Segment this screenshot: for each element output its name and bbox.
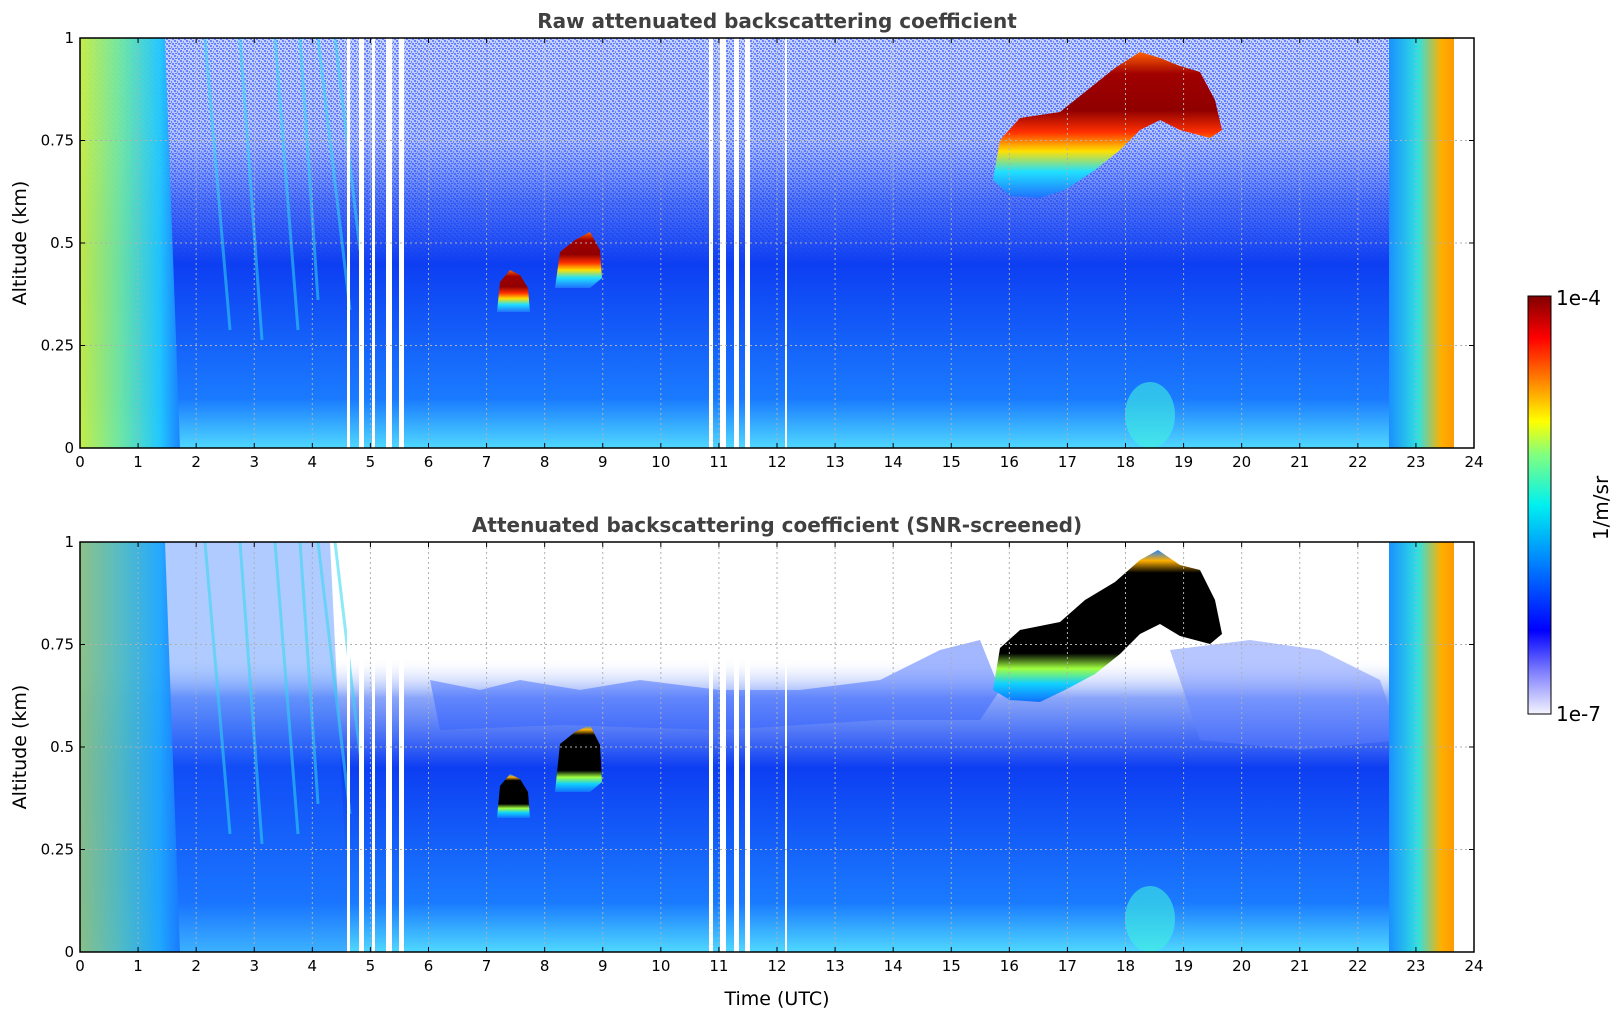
y-tick-label: 0.25: [41, 841, 74, 859]
colorbar-unit-label: 1/m/sr: [1589, 475, 1613, 540]
y-tick-label: 0.75: [41, 132, 74, 150]
x-tick-label: 2: [191, 453, 201, 471]
x-tick-label: 13: [826, 453, 845, 471]
x-tick-label: 16: [1000, 453, 1019, 471]
cloud-layer: [555, 232, 602, 288]
x-tick-label: 1: [133, 957, 143, 975]
x-axis-label: Time (UTC): [723, 988, 829, 1010]
x-tick-label: 19: [1174, 957, 1193, 975]
x-tick-label: 8: [540, 453, 550, 471]
x-tick-label: 17: [1058, 453, 1077, 471]
x-tick-label: 14: [884, 957, 903, 975]
x-tick-label: 16: [1000, 957, 1019, 975]
cloud-layer: [993, 52, 1222, 198]
y-axis-label: Altitude (km): [9, 181, 31, 306]
x-axis: 0 1 2 3 4 5 6 7 8 9 10 11 12 13 14 15 16 17 18 19 20 21 22 23 24: [75, 542, 1484, 975]
colorbar: 1e-4 1e-7 1/m/sr: [1527, 286, 1613, 726]
x-tick-label: 4: [308, 453, 318, 471]
y-tick-label: 1: [64, 29, 74, 47]
x-tick-label: 8: [540, 957, 550, 975]
x-tick-label: 10: [651, 957, 670, 975]
x-tick-label: 3: [249, 957, 259, 975]
panel-snr-screened: Attenuated backscattering coefficient (S…: [9, 513, 1484, 1010]
y-tick-label: 0.75: [41, 636, 74, 654]
y-tick-label: 0.5: [50, 738, 74, 756]
x-tick-label: 23: [1406, 453, 1425, 471]
x-tick-label: 19: [1174, 453, 1193, 471]
x-tick-label: 1: [133, 453, 143, 471]
x-tick-label: 0: [75, 957, 85, 975]
x-tick-label: 4: [308, 957, 318, 975]
x-tick-label: 7: [482, 453, 492, 471]
x-tick-label: 3: [249, 453, 259, 471]
x-tick-label: 11: [709, 453, 728, 471]
cloud-layer: [555, 725, 602, 792]
cloud-layer: [497, 270, 530, 312]
x-tick-label: 5: [366, 957, 376, 975]
x-tick-label: 12: [767, 453, 786, 471]
x-axis: 0 1 2 3 4 5 6 7 8 9 10 11 12 13 14 15 16 17 18 19 20 21 22 23 24: [75, 38, 1484, 471]
x-tick-label: 12: [767, 957, 786, 975]
x-tick-label: 18: [1116, 453, 1135, 471]
x-tick-label: 10: [651, 453, 670, 471]
x-tick-label: 18: [1116, 957, 1135, 975]
x-tick-label: 14: [884, 453, 903, 471]
colorbar-scale: [1527, 295, 1552, 715]
y-tick-label: 0.5: [50, 234, 74, 252]
x-tick-label: 22: [1348, 453, 1367, 471]
x-tick-label: 22: [1348, 957, 1367, 975]
x-tick-label: 15: [942, 957, 961, 975]
colorbar-max-label: 1e-4: [1556, 286, 1601, 310]
cloud-layer: [993, 550, 1222, 702]
x-tick-label: 6: [424, 957, 434, 975]
colorbar-min-label: 1e-7: [1556, 702, 1601, 726]
x-tick-label: 21: [1290, 957, 1309, 975]
panel-raw: Raw attenuated backscattering coefficien…: [9, 9, 1484, 471]
cloud-layer: [497, 774, 530, 818]
panel-title: Attenuated backscattering coefficient (S…: [472, 513, 1082, 537]
panel-title: Raw attenuated backscattering coefficien…: [537, 9, 1017, 33]
x-tick-label: 15: [942, 453, 961, 471]
x-tick-label: 7: [482, 957, 492, 975]
y-tick-label: 0.25: [41, 337, 74, 355]
x-tick-label: 9: [598, 453, 608, 471]
x-tick-label: 20: [1232, 957, 1251, 975]
x-tick-label: 9: [598, 957, 608, 975]
x-tick-label: 11: [709, 957, 728, 975]
x-tick-label: 20: [1232, 453, 1251, 471]
x-tick-label: 0: [75, 453, 85, 471]
y-axis: 0 0.25 0.5 0.75 1: [41, 533, 1474, 961]
y-tick-label: 0: [64, 943, 74, 961]
y-tick-label: 1: [64, 533, 74, 551]
x-tick-label: 17: [1058, 957, 1077, 975]
x-tick-label: 24: [1464, 957, 1483, 975]
x-tick-label: 6: [424, 453, 434, 471]
y-axis: 0 0.25 0.5 0.75 1: [41, 29, 1474, 457]
y-axis-label: Altitude (km): [9, 685, 31, 810]
x-tick-label: 5: [366, 453, 376, 471]
x-tick-label: 13: [826, 957, 845, 975]
x-tick-label: 24: [1464, 453, 1483, 471]
x-tick-label: 23: [1406, 957, 1425, 975]
x-tick-label: 2: [191, 957, 201, 975]
y-tick-label: 0: [64, 439, 74, 457]
x-tick-label: 21: [1290, 453, 1309, 471]
